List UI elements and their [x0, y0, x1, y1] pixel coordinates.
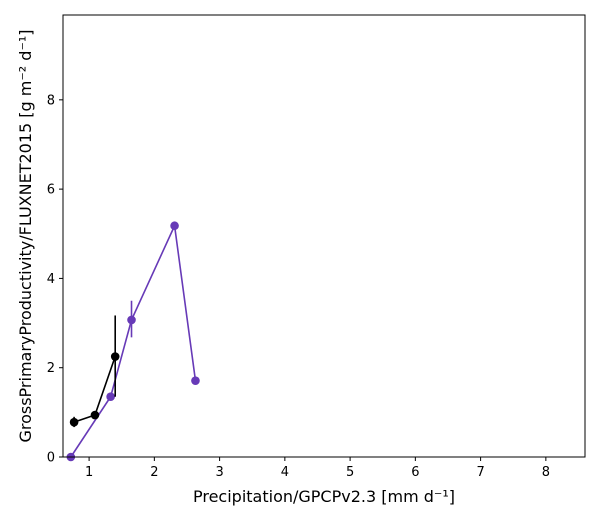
- y-tick-label-8: 8: [47, 93, 55, 108]
- x-tick-label-4: 4: [281, 465, 289, 480]
- data-point-series-0-3: [170, 221, 179, 231]
- x-tick-label-5: 5: [346, 465, 354, 480]
- y-tick-label-6: 6: [47, 183, 55, 198]
- data-point-series-0-2: [127, 315, 136, 325]
- data-point-series-0-4: [191, 376, 200, 385]
- data-point-series-1-0: [69, 417, 79, 427]
- x-tick-label-6: 6: [411, 465, 419, 480]
- x-tick-label-1: 1: [85, 465, 93, 480]
- x-tick-label-2: 2: [150, 465, 158, 480]
- axes: 1 2 3 4 5 6 7 8 0 2 4 6 8: [47, 14, 586, 480]
- plot-area: [66, 221, 200, 462]
- plot-frame: [62, 14, 586, 458]
- y-tick-label-4: 4: [47, 272, 55, 287]
- data-point-series-0-1: [106, 392, 115, 402]
- x-tick-label-8: 8: [542, 465, 550, 480]
- y-axis-label: GrossPrimaryProductivity/FLUXNET2015 [g …: [16, 29, 35, 442]
- y-tick-label-0: 0: [47, 451, 55, 466]
- data-point-series-1-2: [110, 352, 120, 361]
- x-tick-label-7: 7: [476, 465, 484, 480]
- data-point-series-1-1: [90, 410, 100, 420]
- x-axis-label: Precipitation/GPCPv2.3 [mm d⁻¹]: [193, 487, 455, 506]
- series-group: [66, 221, 200, 462]
- x-tick-label-3: 3: [215, 465, 223, 480]
- y-tick-label-2: 2: [47, 361, 55, 376]
